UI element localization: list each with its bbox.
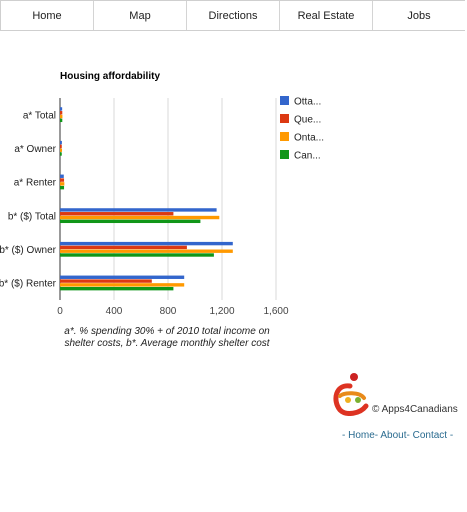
copyright-text: © Apps4Canadians (372, 404, 458, 415)
bar (60, 118, 63, 123)
bar (60, 253, 214, 257)
apps4canadians-logo-icon (333, 373, 369, 416)
legend-swatch (280, 132, 289, 141)
footer-link-about[interactable]: - About (374, 430, 407, 441)
bar (60, 174, 64, 178)
x-tick-label: 1,600 (263, 306, 288, 317)
category-label: b* ($) Total (8, 211, 56, 222)
bar (60, 208, 217, 212)
bar (60, 144, 62, 149)
legend-label: Otta... (294, 97, 321, 108)
footer-links: - Home- About- Contact - (342, 430, 453, 441)
legend-swatch (280, 114, 289, 123)
bar (60, 249, 233, 253)
category-label: a* Renter (14, 178, 57, 189)
bar (60, 148, 63, 152)
bar (60, 111, 63, 115)
chart-caption: a*. % spending 30% + of 2010 total incom… (64, 326, 270, 349)
bar (60, 286, 174, 291)
bar (60, 275, 185, 279)
legend-label: Can... (294, 151, 321, 162)
tab-jobs[interactable]: Jobs (407, 9, 431, 22)
bar (60, 152, 62, 156)
tab-map[interactable]: Map (94, 1, 187, 30)
legend-label: Onta... (294, 133, 324, 144)
bar (60, 241, 233, 246)
tab-home[interactable]: Home (1, 1, 94, 30)
x-tick-label: 400 (106, 306, 123, 317)
tab-directions[interactable]: Directions (187, 1, 280, 30)
category-label: a* Total (23, 110, 56, 121)
bar (60, 140, 62, 145)
housing-affordability-chart: Housing affordability 0 400 800 1,200 1,600 a*… (0, 71, 324, 317)
footer-link-contact[interactable]: - Contact - (406, 430, 454, 441)
bar (60, 279, 152, 283)
bar (60, 245, 187, 250)
bar (60, 283, 185, 287)
x-tick-label: 800 (160, 306, 177, 317)
category-label: b* ($) Renter (0, 279, 57, 290)
bar (60, 219, 201, 224)
legend-swatch (280, 96, 289, 105)
bar (60, 182, 65, 186)
bar (60, 212, 174, 216)
category-label: a* Owner (14, 144, 56, 155)
bar (60, 178, 65, 182)
chart-title: Housing affordability (60, 71, 160, 82)
top-navigation: Home Map Directions Real Estate Jobs (0, 0, 465, 31)
tab-real-estate[interactable]: Real Estate (280, 1, 373, 30)
legend-swatch (280, 150, 289, 159)
x-tick-label: 1,200 (209, 306, 234, 317)
bar (60, 114, 63, 119)
footer-link-home[interactable]: - Home (342, 430, 375, 441)
bar (60, 185, 65, 190)
x-tick-label: 0 (57, 306, 63, 317)
bar (60, 107, 63, 111)
legend-label: Que... (294, 115, 321, 126)
bar (60, 215, 220, 220)
category-label: b* ($) Owner (0, 245, 57, 256)
